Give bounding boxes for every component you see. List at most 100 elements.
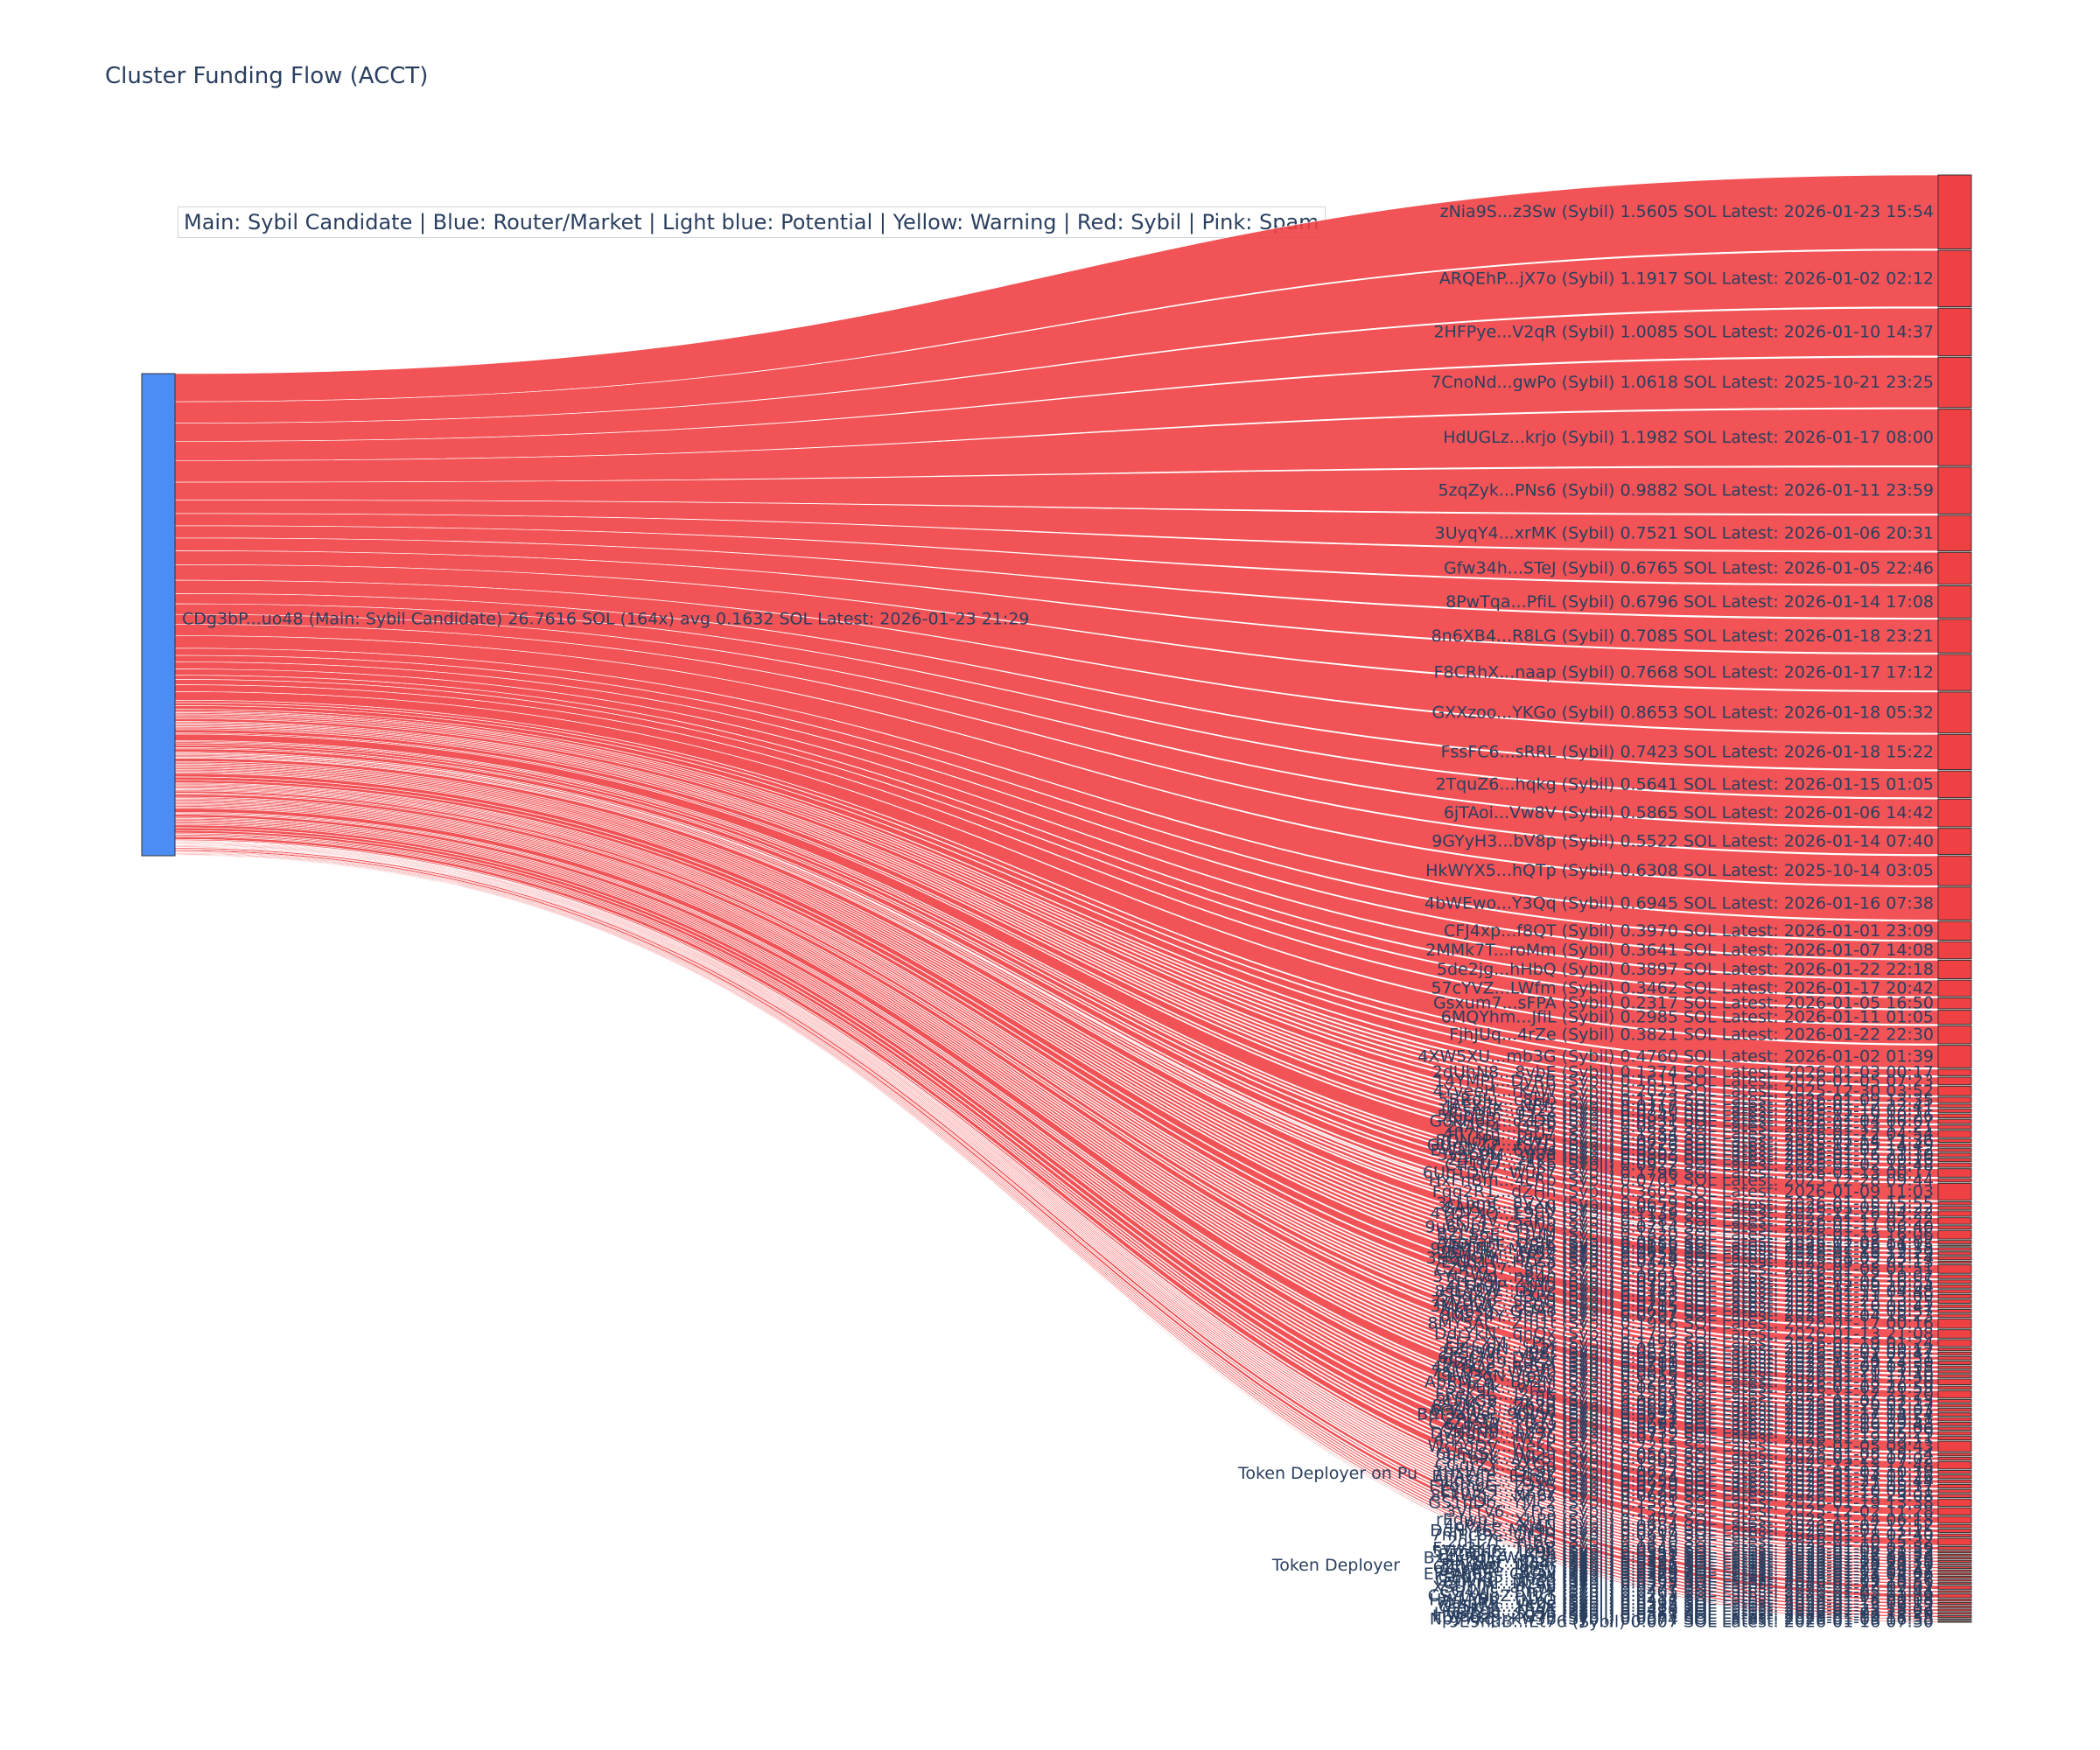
target-node	[1937, 466, 1972, 514]
target-node-label: 14YMPJ...DyRB (Sybil) 0.1611 SOL Latest:…	[1434, 1071, 1934, 1090]
target-node	[1937, 1251, 1972, 1256]
source-node	[141, 373, 176, 857]
target-node	[1937, 1103, 1972, 1109]
target-node	[1937, 1289, 1972, 1294]
target-node	[1937, 1460, 1972, 1470]
target-node-label: 9E9nuB...Et76 (Sybil) 0.007 SOL Latest: …	[1449, 1612, 1934, 1631]
target-node	[1937, 1550, 1972, 1554]
target-node	[1937, 1398, 1972, 1404]
legend-annotation: Main: Sybil Candidate | Blue: Router/Mar…	[178, 206, 1326, 238]
target-node	[1937, 1217, 1972, 1225]
target-node-label: 3H6gQm...bP2x (Sybil) 0.0724 SOL Latest:…	[1426, 1249, 1934, 1268]
target-node	[1937, 1206, 1972, 1210]
target-node-label: 4kYnQe...Rt5m (Sybil) 0.0590 SOL Latest:…	[1432, 1358, 1934, 1377]
target-node	[1937, 1605, 1972, 1608]
target-node	[1937, 1355, 1972, 1361]
target-node-label: Gfw34h...STeJ (Sybil) 0.6765 SOL Latest:…	[1444, 559, 1934, 578]
source-node-label: CDg3bP...uo48 (Main: Sybil Candidate) 26…	[182, 610, 1030, 629]
target-node-label: 4fJ7km...raU7 (Sybil) 0.1534 SOL Latest:…	[1443, 1124, 1934, 1144]
target-node-label: 2PjXr5...Mk7t (Sybil) 0.0721 SOL Latest:…	[1446, 1410, 1934, 1429]
target-node-label: CG4vJs...Bn7k (Sybil) 0.0401 SOL Latest:…	[1440, 1582, 1934, 1601]
target-node-label: GUmyZ7...tS7D (Sybil) 0.0726 SOL Latest:…	[1427, 1136, 1934, 1155]
target-node	[1937, 1096, 1972, 1103]
target-node-label: AbRMZq...Bv2M (Sybil) 0.1204 SOL Latest:…	[1424, 1372, 1934, 1391]
target-node-label: CFJ4xp...f8QT (Sybil) 0.3970 SOL Latest:…	[1444, 921, 1934, 941]
target-node	[1937, 1408, 1972, 1412]
flow-link	[174, 537, 1939, 654]
target-node	[1937, 1162, 1972, 1168]
target-node	[1937, 1440, 1972, 1452]
target-node-label: 5vnp9M...qJ8d (Sybil) 0.0803 SOL Latest:…	[1438, 1145, 1934, 1165]
target-node-label: WchgDV...wekK (Sybil) 0.2215 SOL Latest:…	[1428, 1437, 1934, 1456]
target-node	[1937, 1158, 1972, 1162]
target-node-label: EFPAyE6...Gv2w (Sybil) 0.0379 SOL Latest…	[1424, 1564, 1934, 1584]
target-node	[1937, 1124, 1972, 1130]
target-node	[1937, 1585, 1972, 1590]
target-node	[1937, 619, 1972, 654]
target-node	[1937, 1113, 1972, 1119]
target-node-label: 9GYyH3...bV8p (Sybil) 0.5522 SOL Latest:…	[1432, 832, 1934, 851]
target-node-label: EJZcXM...cPJx (Sybil) 0.1496 SOL Latest:…	[1445, 1334, 1934, 1353]
target-node	[1937, 1559, 1972, 1563]
target-node-label: 5sPuJk...vT8L (Sybil) 0.0663 SOL Latest:…	[1446, 1378, 1934, 1397]
target-node-label: FReKaC...J2mK (Sybil) 0.1569 SOL Latest:…	[1435, 1385, 1934, 1404]
target-node-label: 23ra2J...zTxE (Sybil) 0.0689 SOL Latest:…	[1447, 1151, 1934, 1170]
target-node	[1937, 408, 1972, 466]
target-node	[1937, 1436, 1972, 1440]
target-node	[1937, 1143, 1972, 1148]
target-node	[1937, 1483, 1972, 1489]
target-node	[1937, 1456, 1972, 1461]
target-node-label: 57cYVZ...LWfm (Sybil) 0.3462 SOL Latest:…	[1431, 978, 1934, 998]
target-node-label: 3UfkG8...nX6d (Sybil) 0.0691 SOL Latest:…	[1436, 1391, 1934, 1410]
target-node-label: Fqq2R1...dZHh (Sybil) 0.3605 SOL Latest:…	[1432, 1182, 1934, 1201]
target-node-label: 8PwTqa...PfiL (Sybil) 0.6796 SOL Latest:…	[1446, 592, 1934, 612]
target-node-label: 8n6XB4...R8LG (Sybil) 0.7085 SOL Latest:…	[1432, 626, 1934, 646]
target-node	[1937, 654, 1972, 691]
target-node-label: kDJuBz9...fG7e (Sybil) 0.0367 SOL Latest…	[1432, 1606, 1934, 1626]
target-node-label: CZmxD7...9frk (Sybil) 0.1827 SOL Latest:…	[1435, 1259, 1934, 1278]
target-node-label: HyB2cK...Sd5n (Sybil) 0.0381 SOL Latest:…	[1434, 1604, 1934, 1623]
target-node-label: 9yTr3n...Lk8V (Sybil) 0.0655 SOL Latest:…	[1444, 1419, 1934, 1438]
target-node-label: 5Yt2Wd...nR4e (Sybil) 0.0801 SOL Latest:…	[1432, 1267, 1934, 1286]
target-node	[1937, 1488, 1972, 1494]
target-node	[1937, 1130, 1972, 1138]
target-node	[1937, 514, 1972, 552]
target-node-label: zNia9S...z3Sw (Sybil) 1.5605 SOL Latest:…	[1440, 202, 1934, 221]
target-node	[1937, 1256, 1972, 1261]
target-node	[1937, 1378, 1972, 1386]
target-node-label: 2F5cWt...yB8r (Sybil) 0.0635 SOL Latest:…	[1439, 1344, 1934, 1363]
target-node-label: 6UbTDW...WuP7 (Sybil) 0.1796 SOL Latest:…	[1423, 1164, 1934, 1183]
target-node-label: 8QNoPa...KwTj (Sybil) 0.0699 SOL Latest:…	[1436, 1131, 1935, 1151]
target-node	[1937, 1348, 1972, 1352]
target-node	[1937, 1168, 1972, 1178]
target-node-label: FssFC6...sRRL (Sybil) 0.7423 SOL Latest:…	[1441, 742, 1934, 761]
target-node-label: FcL3vq...Nd4r (Sybil) 0.0355 SOL Latest:…	[1441, 1555, 1934, 1574]
target-node-label: HxFnBm...4cRb (Sybil) 0.0703 SOL Latest:…	[1429, 1171, 1934, 1190]
flow-link	[174, 679, 1939, 1026]
target-node	[1937, 1247, 1972, 1251]
target-node	[1937, 1494, 1972, 1499]
target-node-label: 6cSr7q...D9Zy (Sybil) 0.0688 SOL Latest:…	[1438, 1348, 1934, 1368]
target-node-label: 7yVdDb...SPpG (Sybil) 0.0782 SOL Latest:…	[1431, 1292, 1934, 1311]
target-node	[1937, 1138, 1972, 1144]
target-node-label: 4XW5XU...mb3G (Sybil) 0.4760 SOL Latest:…	[1418, 1046, 1934, 1066]
target-node	[1937, 1298, 1972, 1304]
target-node-label: AFbPaH...ck9R (Sybil) 0.0686 SOL Latest:…	[1437, 1233, 1934, 1252]
target-node-label: 2tFp8J...ZkVu (Sybil) 0.0733 SOL Latest:…	[1446, 1272, 1934, 1292]
target-node	[1937, 1612, 1972, 1615]
target-node	[1937, 1582, 1972, 1586]
target-node-label: Gsxum7...sFPA (Sybil) 0.2317 SOL Latest:…	[1433, 994, 1934, 1013]
target-node	[1937, 1614, 1972, 1618]
target-node	[1937, 1308, 1972, 1313]
flow-labels: zNia9S...z3Sw (Sybil) 1.5605 SOL Latest:…	[182, 202, 1934, 1631]
target-node	[1937, 1474, 1972, 1480]
target-node	[1937, 1507, 1972, 1516]
target-node	[1937, 1260, 1972, 1264]
target-node	[1937, 1240, 1972, 1244]
target-node-label: 9Bd729...ut2f (Sybil) 0.0711 SOL Latest:…	[1443, 1354, 1934, 1373]
target-node-label: HkWYX5...hQTp (Sybil) 0.6308 SOL Latest:…	[1425, 861, 1934, 880]
target-node	[1937, 356, 1972, 409]
target-node	[1937, 1374, 1972, 1378]
target-node-label: DoNYt6...MN9d (Sybil) 0.0707 SOL Latest:…	[1430, 1522, 1934, 1541]
target-node	[1937, 1118, 1972, 1124]
